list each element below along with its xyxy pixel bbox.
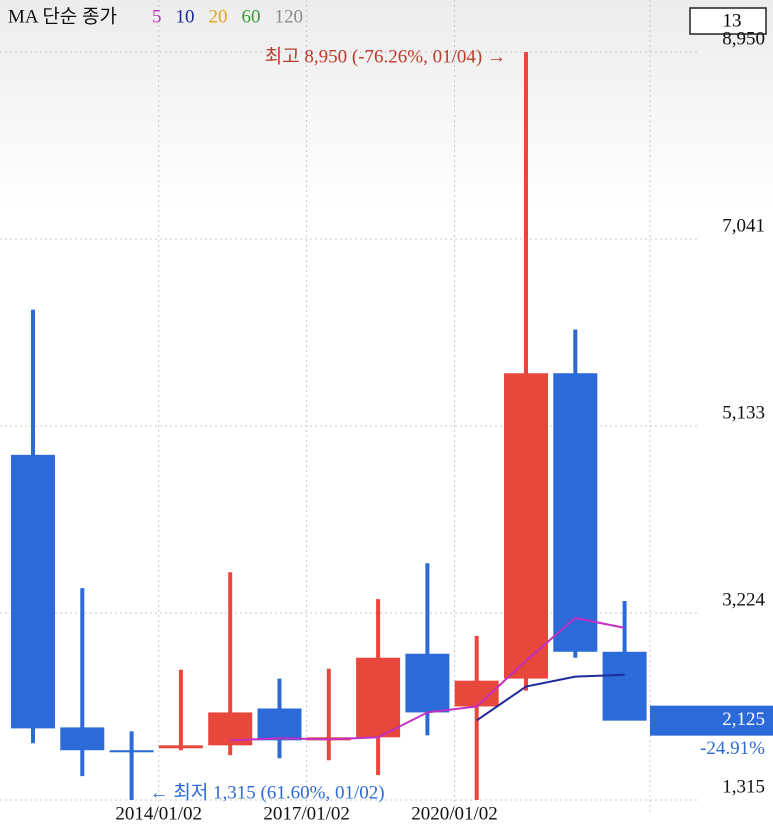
legend-entry: 5	[152, 6, 162, 27]
x-tick-label: 2017/01/02	[263, 803, 350, 824]
candle-body	[257, 708, 302, 741]
last-price-label: 2,125	[722, 709, 765, 730]
ma-line	[230, 616, 625, 742]
y-tick-label: 1,315	[722, 776, 765, 797]
candle-body	[405, 653, 450, 713]
high-annotation: 최고 8,950 (-76.26%, 01/04) →	[265, 45, 506, 67]
candle-body	[553, 373, 598, 652]
candle-body	[504, 373, 548, 679]
legend-entry: 10	[176, 6, 195, 27]
candle-body	[602, 651, 647, 721]
candle-body	[11, 454, 55, 729]
last-price-box	[650, 705, 773, 736]
legend-entry: 20	[209, 6, 228, 27]
count-label: 13	[723, 10, 742, 31]
y-tick-label: 7,041	[722, 215, 765, 236]
count-box	[689, 7, 767, 35]
candle-body	[60, 727, 105, 751]
last-change: -24.91%	[700, 738, 765, 759]
candle-body	[109, 750, 154, 753]
y-tick-label: 8,950	[722, 28, 765, 49]
y-tick-label: 3,224	[722, 589, 765, 610]
x-tick-label: 2014/01/02	[115, 803, 202, 824]
legend-title: MA 단순 종가	[8, 5, 117, 27]
legend-entry: 120	[275, 6, 304, 27]
candle-body	[356, 657, 401, 738]
x-tick-label: 2020/01/02	[411, 803, 498, 824]
candle-body	[158, 745, 203, 749]
ma-line	[476, 673, 625, 722]
candle-body	[454, 680, 499, 707]
low-annotation: ← 최저 1,315 (61.60%, 01/02)	[150, 781, 385, 803]
y-tick-label: 5,133	[722, 402, 765, 423]
legend-entry: 60	[242, 6, 261, 27]
